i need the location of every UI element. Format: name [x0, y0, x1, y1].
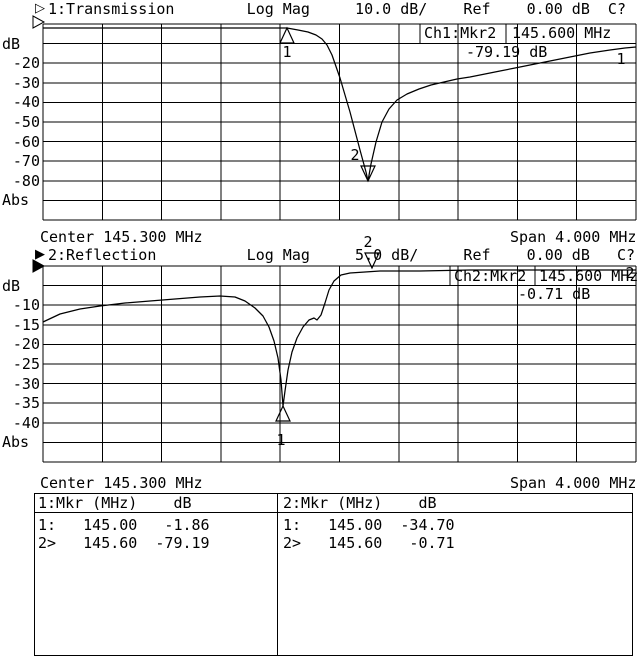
marker-table-ch1-row1: 1: 145.00 -1.86: [38, 516, 210, 534]
chart1-trace: [43, 27, 637, 182]
marker-table-ch1-cell: 1:Mkr (MHz) dB 1: 145.00 -1.86 2> 145.60…: [35, 494, 278, 655]
marker-table-ch1-row2: 2> 145.60 -79.19: [38, 534, 210, 552]
chart2-marker-2-icon: [364, 252, 380, 270]
chart1-ref-level-arrow-icon: [32, 15, 46, 29]
marker-table: 1:Mkr (MHz) dB 1: 145.00 -1.86 2> 145.60…: [34, 493, 633, 656]
chart1-marker-2-label: 2: [350, 146, 359, 164]
chart2-trace: [42, 269, 636, 407]
chart1-trace-number-label: 1: [616, 50, 625, 68]
marker-table-ch2-cell: 2:Mkr (MHz) dB 1: 145.00 -34.70 2> 145.6…: [278, 494, 632, 655]
chart2-marker-1-label: 1: [276, 431, 285, 449]
chart2-trace-number-label: 2: [625, 264, 634, 282]
marker-table-ch1-header: 1:Mkr (MHz) dB: [35, 494, 277, 513]
chart2-ref-level-arrow-icon: [32, 259, 46, 273]
marker-table-ch2-row2: 2> 145.60 -0.71: [283, 534, 455, 552]
chart1-marker-1-label: 1: [282, 43, 291, 61]
marker-table-ch2-row1: 1: 145.00 -34.70: [283, 516, 455, 534]
chart2-marker-1-icon: [275, 404, 291, 422]
chart1-marker-1-icon: [279, 26, 295, 44]
chart2-marker-2-label: 2: [363, 233, 372, 251]
marker-table-ch2-header: 2:Mkr (MHz) dB: [278, 494, 632, 513]
chart1-marker-2-icon: [360, 165, 376, 183]
